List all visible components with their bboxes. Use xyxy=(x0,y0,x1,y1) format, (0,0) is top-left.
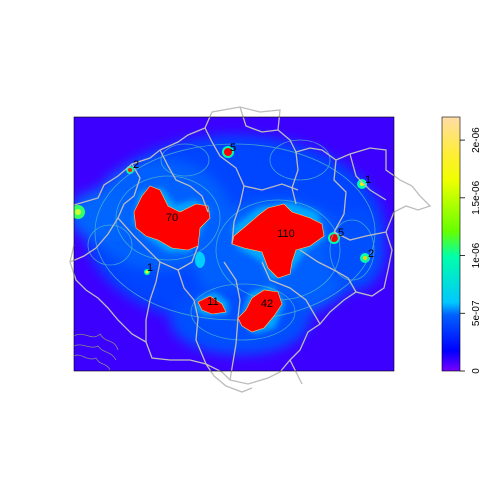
hotspot-label: 5 xyxy=(338,227,344,239)
high-density-regions xyxy=(133,185,325,333)
hotspot-labels: 2 5 1 70 110 5 2 1 11 42 xyxy=(133,142,374,310)
colorbar-tick-label: 5e-07 xyxy=(471,300,482,326)
hotspot-label: 1 xyxy=(147,262,153,274)
contour-lines xyxy=(87,139,376,341)
colorbar-tick-label: 1e-06 xyxy=(471,242,482,268)
colorbar: 0 5e-07 1e-06 1.5e-06 2e-06 xyxy=(441,116,482,374)
plot-frame xyxy=(73,116,395,372)
colorbar-tick-label: 2e-06 xyxy=(471,127,482,153)
density-field xyxy=(74,117,394,371)
hotspot-label: 42 xyxy=(261,298,273,310)
hotspot-label: 110 xyxy=(277,228,295,240)
colorbar-gradient xyxy=(441,116,461,372)
hotspot-label: 1 xyxy=(365,174,371,186)
hotspot-label: 11 xyxy=(207,296,218,308)
hotspot-label: 2 xyxy=(368,248,374,260)
colorbar-ticks: 0 5e-07 1e-06 1.5e-06 2e-06 xyxy=(460,127,482,374)
hotspot-label: 70 xyxy=(166,212,178,224)
colorbar-tick-label: 1.5e-06 xyxy=(471,180,482,214)
hotspot-label: 2 xyxy=(133,159,139,171)
hotspot-label: 5 xyxy=(230,142,236,154)
river-lines xyxy=(74,333,119,371)
colorbar-tick-label: 0 xyxy=(471,368,482,374)
